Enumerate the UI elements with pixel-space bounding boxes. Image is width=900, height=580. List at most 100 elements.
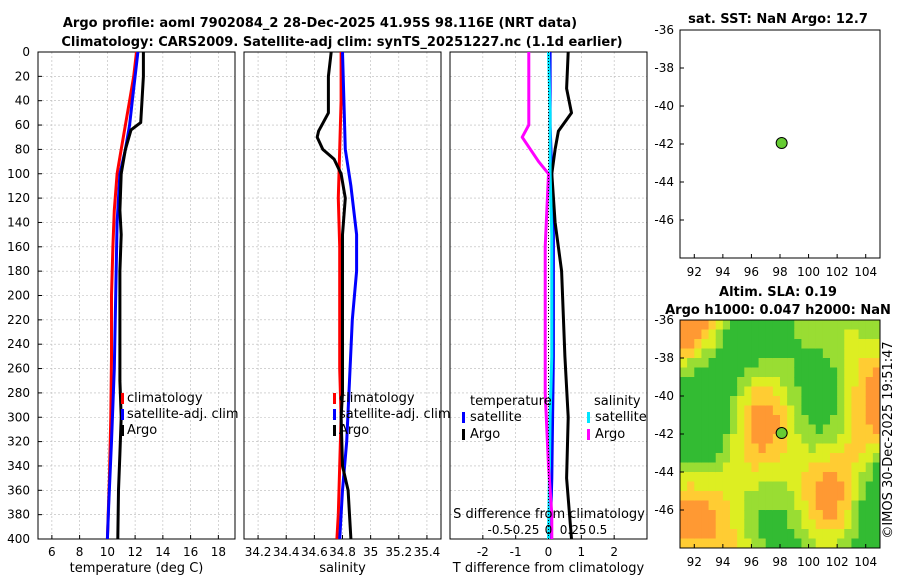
- sla-cell: [730, 443, 738, 454]
- sla-cell: [858, 472, 867, 482]
- depth-tick-label: 360: [7, 483, 30, 497]
- sla-cell: [794, 529, 802, 539]
- sla-cell: [780, 491, 788, 501]
- sla-cell: [865, 510, 874, 520]
- sla-cell: [708, 320, 717, 330]
- p-map2-ytick-label: -40: [654, 389, 674, 403]
- sla-cell: [872, 415, 881, 425]
- sla-cell: [837, 519, 845, 530]
- sla-cell: [730, 500, 738, 511]
- sla-cell: [865, 377, 874, 387]
- sla-cell: [787, 339, 795, 349]
- sla-cell: [765, 500, 774, 511]
- sla-cell: [794, 462, 802, 473]
- sla-cell: [687, 500, 695, 511]
- sla-cell: [737, 396, 745, 406]
- sla-cell: [772, 377, 781, 387]
- sla-cell: [737, 538, 745, 549]
- sla-cell: [780, 500, 788, 511]
- sla-cell: [830, 358, 838, 368]
- p-map2-ytick-label: -38: [654, 351, 674, 365]
- argo-location-marker: [775, 137, 788, 150]
- sla-cell: [830, 386, 838, 397]
- sla-cell: [722, 386, 731, 397]
- sla-cell: [737, 367, 745, 378]
- sla-cell: [780, 434, 788, 444]
- sla-cell: [730, 405, 738, 416]
- sla-cell: [801, 320, 810, 330]
- sla-cell: [751, 405, 760, 416]
- sla-cell: [758, 367, 767, 378]
- sla-cell: [722, 481, 731, 492]
- sla-cell: [758, 453, 767, 463]
- depth-tick-label: 120: [7, 191, 30, 205]
- sla-cell: [844, 453, 852, 463]
- sla-cell: [715, 472, 724, 482]
- sla-cell: [787, 434, 795, 444]
- sla-cell: [730, 415, 738, 425]
- sla-cell: [822, 348, 831, 359]
- temp-xlabel: temperature (deg C): [70, 561, 204, 576]
- sla-cell: [722, 519, 731, 530]
- sla-cell: [801, 491, 810, 501]
- sla-cell: [780, 453, 788, 463]
- sla-cell: [844, 339, 852, 349]
- sla-cell: [844, 377, 852, 387]
- sla-cell: [844, 443, 852, 454]
- sla-cell: [744, 434, 752, 444]
- sla-cell: [794, 367, 802, 378]
- sla-cell: [687, 529, 695, 539]
- sla-cell: [872, 491, 881, 501]
- sla-cell: [758, 462, 767, 473]
- sla-cell: [758, 510, 767, 520]
- sla-cell: [808, 510, 817, 520]
- sla-cell: [722, 491, 731, 501]
- sla-cell: [830, 405, 838, 416]
- sla-cell: [737, 320, 745, 330]
- sla-cell: [815, 405, 824, 416]
- sla-cell: [715, 348, 724, 359]
- sla-cell: [751, 377, 760, 387]
- sla-cell: [837, 405, 845, 416]
- sla-cell: [844, 386, 852, 397]
- p-map2-ytick-label: -36: [654, 313, 674, 327]
- depth-tick-label: 240: [7, 337, 30, 351]
- sla-cell: [858, 519, 867, 530]
- sla-cell: [701, 519, 710, 530]
- sla-cell: [730, 424, 738, 435]
- sla-cell: [815, 538, 824, 549]
- sla-cell: [687, 472, 695, 482]
- sla-cell: [837, 453, 845, 463]
- sla-cell: [872, 500, 881, 511]
- sla-cell: [808, 339, 817, 349]
- sla-cell: [787, 472, 795, 482]
- sla-cell: [765, 415, 774, 425]
- sla-cell: [722, 443, 731, 454]
- sla-cell: [687, 510, 695, 520]
- sla-cell: [751, 339, 760, 349]
- sla-cell: [694, 472, 702, 482]
- sla-cell: [730, 348, 738, 359]
- legend-swatch-blue: [462, 412, 465, 423]
- sla-cell: [701, 510, 710, 520]
- sla-cell: [744, 339, 752, 349]
- sla-cell: [794, 472, 802, 482]
- sla-cell: [708, 529, 717, 539]
- sla-cell: [730, 377, 738, 387]
- sla-cell: [765, 396, 774, 406]
- sla-cell: [744, 386, 752, 397]
- sla-cell: [694, 348, 702, 359]
- sla-cell: [794, 377, 802, 387]
- depth-tick-label: 160: [7, 240, 30, 254]
- sla-cell: [751, 320, 760, 330]
- sla-cell: [801, 415, 810, 425]
- sla-cell: [822, 320, 831, 330]
- sla-cell: [730, 434, 738, 444]
- sla-cell: [808, 358, 817, 368]
- sla-cell: [722, 424, 731, 435]
- sla-cell: [765, 358, 774, 368]
- sla-cell: [815, 358, 824, 368]
- sla-cell: [744, 367, 752, 378]
- sla-cell: [830, 462, 838, 473]
- depth-tick-label: 200: [7, 289, 30, 303]
